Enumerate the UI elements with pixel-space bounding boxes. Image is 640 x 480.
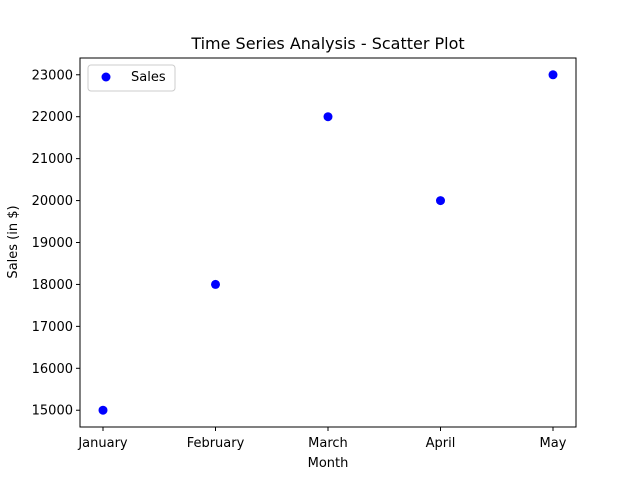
data-point <box>548 70 558 80</box>
y-tick-label: 21000 <box>32 152 73 167</box>
data-point <box>323 112 333 122</box>
x-tick-label: May <box>540 436 567 451</box>
y-tick-label: 22000 <box>32 110 73 125</box>
y-axis-label: Sales (in $) <box>6 205 21 278</box>
x-tick-label: January <box>77 436 128 451</box>
legend-box <box>87 64 176 92</box>
data-point <box>98 405 108 415</box>
y-tick-label: 17000 <box>32 320 73 335</box>
y-tick-label: 23000 <box>32 68 73 83</box>
y-axis: 15000 16000 17000 18000 19000 20000 21000 22000… <box>32 68 80 419</box>
y-tick-label: 16000 <box>32 362 73 377</box>
x-tick-label: April <box>426 436 456 451</box>
x-axis-label: Month <box>308 456 349 471</box>
data-point <box>436 196 445 206</box>
x-tick-label: February <box>187 436 245 451</box>
x-axis: January February March April May <box>77 427 567 451</box>
y-tick-label: 18000 <box>32 278 73 293</box>
legend-marker-sales <box>101 72 111 82</box>
y-tick-label: 19000 <box>32 236 73 251</box>
x-tick-label: March <box>308 436 348 451</box>
y-tick-label: 15000 <box>32 404 73 419</box>
data-points <box>98 70 558 415</box>
data-point <box>211 279 220 289</box>
legend: Sales <box>87 64 176 92</box>
chart-title: Time Series Analysis - Scatter Plot <box>190 34 464 53</box>
legend-label-sales: Sales <box>131 70 166 85</box>
y-tick-label: 20000 <box>32 194 73 209</box>
